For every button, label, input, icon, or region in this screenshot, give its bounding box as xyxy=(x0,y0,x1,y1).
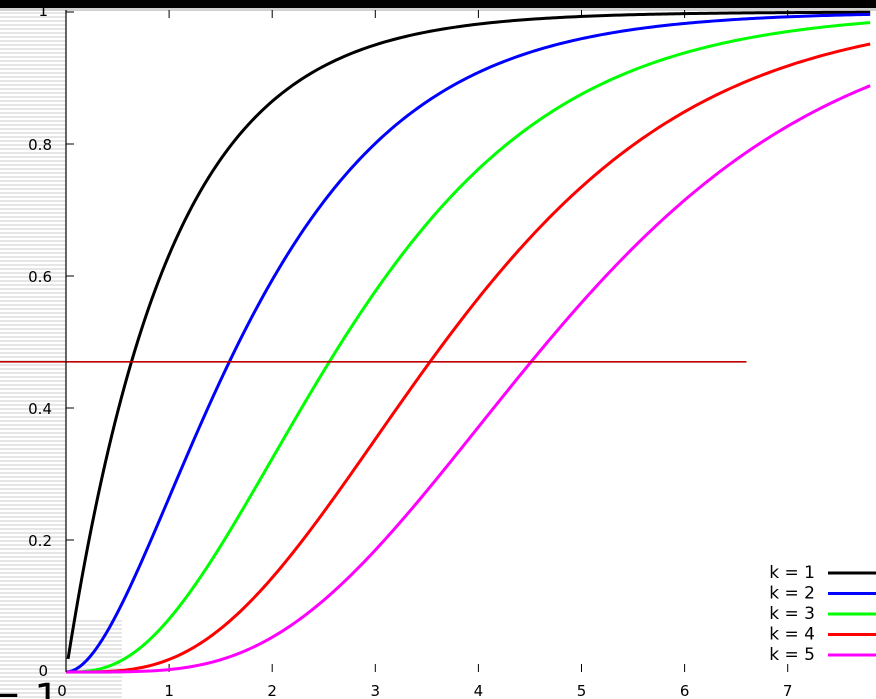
series-line-k5 xyxy=(66,84,871,674)
legend-label-k1: k = 1 xyxy=(769,563,815,583)
x-tick-label-2: 2 xyxy=(267,682,277,699)
y-tick-label-0.6: 0.6 xyxy=(28,268,52,286)
series-line-k3 xyxy=(66,21,871,674)
legend-label-k5: k = 5 xyxy=(769,645,815,665)
y-tick-label-1: 1 xyxy=(38,2,48,20)
ruled-background-bottom xyxy=(66,620,122,699)
series-curves xyxy=(65,10,871,674)
x-tick-label-3: 3 xyxy=(371,682,381,699)
legend-label-k2: k = 2 xyxy=(769,584,815,604)
y-tick-labels: 0 0.2 0.4 0.6 0.8 1 xyxy=(28,2,52,680)
y-tick-label-0.4: 0.4 xyxy=(28,400,52,418)
y-tick-label-0.2: 0.2 xyxy=(28,532,52,550)
x-tick-label-1: 1 xyxy=(164,682,174,699)
series-line-k1 xyxy=(66,10,871,660)
legend-box xyxy=(755,560,876,660)
x-tick-label-4: 4 xyxy=(474,682,484,699)
legend: k = 1k = 2k = 3k = 4k = 5 xyxy=(755,560,876,665)
series-line-k2 xyxy=(65,12,871,674)
y-tick-label-0: 0 xyxy=(38,662,48,680)
top-border-light xyxy=(0,8,876,11)
x-tick-label-6: 6 xyxy=(680,682,690,699)
top-border-bar xyxy=(0,0,876,8)
x-tick-labels: 0 1 2 3 4 5 6 7 xyxy=(57,682,792,699)
ruled-background-left xyxy=(0,0,66,699)
series-line-k4 xyxy=(66,42,871,674)
legend-label-k4: k = 4 xyxy=(769,625,815,645)
stray-text: = 1 xyxy=(0,676,60,699)
x-tick-label-7: 7 xyxy=(783,682,793,699)
legend-label-k3: k = 3 xyxy=(769,604,815,624)
x-tick-label-5: 5 xyxy=(577,682,587,699)
x-tick-label-0: 0 xyxy=(57,682,67,699)
y-tick-label-0.8: 0.8 xyxy=(28,136,52,154)
